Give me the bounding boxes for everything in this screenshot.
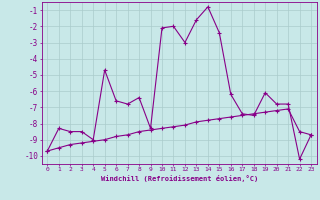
X-axis label: Windchill (Refroidissement éolien,°C): Windchill (Refroidissement éolien,°C) [100, 175, 258, 182]
